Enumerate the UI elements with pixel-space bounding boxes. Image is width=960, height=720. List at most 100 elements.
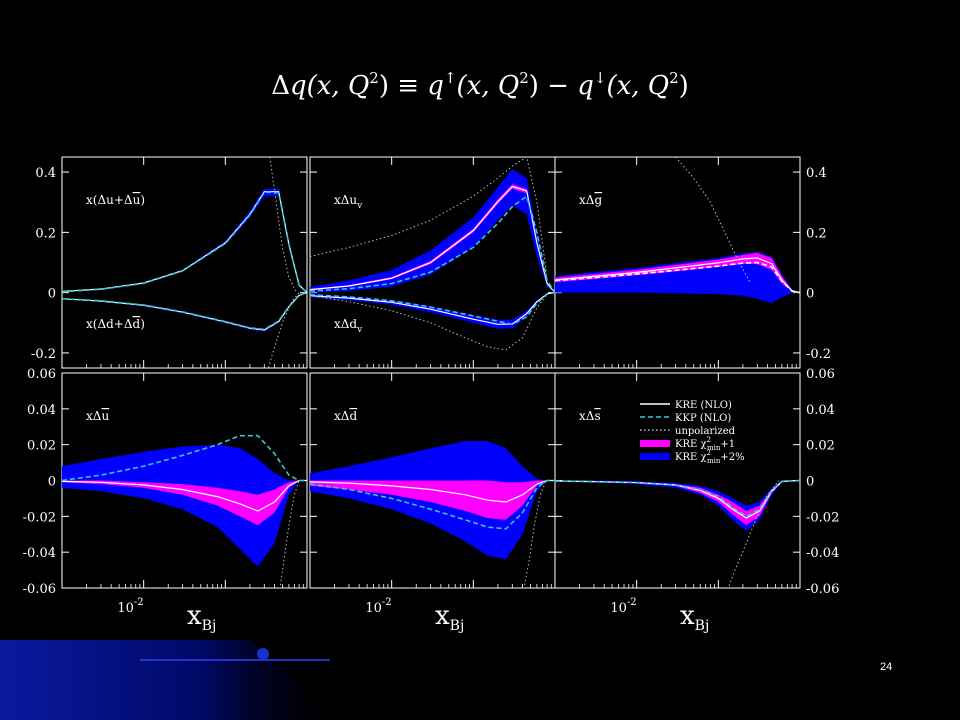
panel-border xyxy=(61,156,308,369)
y-tick-label-left: -0.04 xyxy=(23,546,56,561)
title-delta: Δ xyxy=(271,71,290,101)
y-tick-label-left: 0.06 xyxy=(27,367,56,382)
title-sq2: 2 xyxy=(519,69,529,87)
title-sq1: 2 xyxy=(369,69,379,87)
uncertainty-band xyxy=(310,480,555,520)
series-line-solid xyxy=(310,292,555,325)
series-line-dotted xyxy=(310,293,548,351)
series-line-dotted xyxy=(523,480,547,588)
y-tick-label-right: 0 xyxy=(806,475,814,490)
series-line-dashed xyxy=(62,291,307,331)
legend-label: KKP (NLO) xyxy=(675,413,731,424)
panel-border xyxy=(554,156,801,369)
legend-label: unpolarized xyxy=(675,426,736,437)
title-sq3: 2 xyxy=(669,69,679,87)
uncertainty-band xyxy=(555,251,800,304)
series-line-dotted xyxy=(279,480,300,588)
slide-title: Δq(x, Q2) ≡ q↑(x, Q2) − q↓(x, Q2) xyxy=(271,69,689,101)
legend-label: KRE (NLO) xyxy=(675,400,732,411)
series-line-solid xyxy=(555,257,800,294)
page-number: 24 xyxy=(880,661,893,673)
panel-label: xΔg xyxy=(579,193,602,207)
panel-p5 xyxy=(310,441,555,588)
x-tick-label: 10-2 xyxy=(365,597,391,616)
series-line-dashed xyxy=(310,291,555,326)
panel-label: xΔs xyxy=(579,409,601,423)
legend-swatch xyxy=(640,453,670,460)
title-close2: ) xyxy=(529,71,539,101)
series-line-dotted xyxy=(269,157,298,293)
panel-frame-top-0 xyxy=(61,156,308,369)
panel-p1 xyxy=(62,157,307,368)
series-line-dashed xyxy=(555,479,800,518)
title-equiv: ≡ xyxy=(389,71,427,101)
y-tick-label-right: -0.2 xyxy=(806,347,831,362)
y-tick-label-right: 0.04 xyxy=(806,403,835,418)
title-up: ↑ xyxy=(444,69,457,87)
decorative-swoosh xyxy=(0,640,340,720)
y-tick-label-left: -0.02 xyxy=(23,510,56,525)
title-q1: q xyxy=(427,71,444,101)
title-mid1: (x, Q xyxy=(457,71,520,101)
title-mid2: (x, Q xyxy=(606,71,669,101)
panel-label: xΔdv xyxy=(334,317,363,335)
title-close3: ) xyxy=(679,71,689,101)
y-tick-label-left: 0 xyxy=(48,475,56,490)
uncertainty-band xyxy=(62,480,307,526)
panel-label: x(Δd+Δd) xyxy=(86,317,145,331)
title-down: ↓ xyxy=(594,69,607,87)
title-q2: q xyxy=(577,71,594,101)
y-tick-label-right: 0 xyxy=(806,287,814,302)
x-axis-label: xBj xyxy=(435,601,464,634)
x-axis-label: xBj xyxy=(187,601,216,634)
y-tick-label-left: 0.2 xyxy=(35,226,56,241)
title-lhs: q(x, Q xyxy=(290,71,369,101)
uncertainty-band xyxy=(555,480,800,526)
panel-label: xΔu xyxy=(86,409,109,423)
series-line-dotted xyxy=(310,157,548,278)
y-tick-label-right: 0.4 xyxy=(806,166,827,181)
uncertainty-band xyxy=(310,169,555,293)
title-minus: − xyxy=(539,71,577,101)
uncertainty-band xyxy=(62,444,307,567)
series-line-dashed xyxy=(62,434,307,482)
x-tick-label: 10-2 xyxy=(610,597,636,616)
y-tick-label-right: 0.06 xyxy=(806,367,835,382)
y-tick-label-right: 0.02 xyxy=(806,439,835,454)
y-tick-label-right: -0.04 xyxy=(806,546,839,561)
panel-frame-top-2 xyxy=(554,156,801,369)
y-tick-label-right: -0.06 xyxy=(806,582,839,597)
y-tick-label-left: 0.02 xyxy=(27,439,56,454)
series-line-dashed xyxy=(310,479,555,530)
panel-label: xΔuv xyxy=(334,193,363,211)
legend xyxy=(640,403,670,460)
panel-label: xΔd xyxy=(334,409,357,423)
series-line-dashed xyxy=(62,191,307,294)
panel-p3 xyxy=(555,157,800,304)
pdf-chart-grid: 0.4 0.4 0.2 0.2 0 0 -0.2 -0.2 0.06 0.06 0.04 0.04 0.… xyxy=(23,156,839,634)
series-line-dashed xyxy=(310,194,555,294)
y-tick-label-left: 0.04 xyxy=(27,403,56,418)
series-line-solid xyxy=(62,479,307,512)
y-tick-label-left: -0.2 xyxy=(31,347,56,362)
y-tick-label-right: 0.2 xyxy=(806,226,827,241)
series-line-solid xyxy=(310,185,555,293)
y-tick-label-left: 0 xyxy=(48,287,56,302)
panel-frame-top-1 xyxy=(309,156,556,369)
panel-label: x(Δu+Δu) xyxy=(86,193,145,207)
series-line-solid xyxy=(310,479,555,503)
series-line-dotted xyxy=(267,292,300,368)
series-line-dotted xyxy=(727,480,780,588)
y-tick-label-left: 0.4 xyxy=(35,166,56,181)
panel-p6 xyxy=(555,479,800,588)
legend-label: KRE χ2 min+1 xyxy=(675,436,735,452)
y-tick-label-left: -0.06 xyxy=(23,582,56,597)
legend-swatch xyxy=(640,440,670,447)
x-tick-label: 10-2 xyxy=(117,597,143,616)
legend-label: KRE χ2 min+2% xyxy=(675,449,745,465)
y-tick-label-right: -0.02 xyxy=(806,510,839,525)
panel-p4 xyxy=(62,434,307,588)
x-axis-label: xBj xyxy=(680,601,709,634)
series-line-dashed xyxy=(555,261,800,294)
